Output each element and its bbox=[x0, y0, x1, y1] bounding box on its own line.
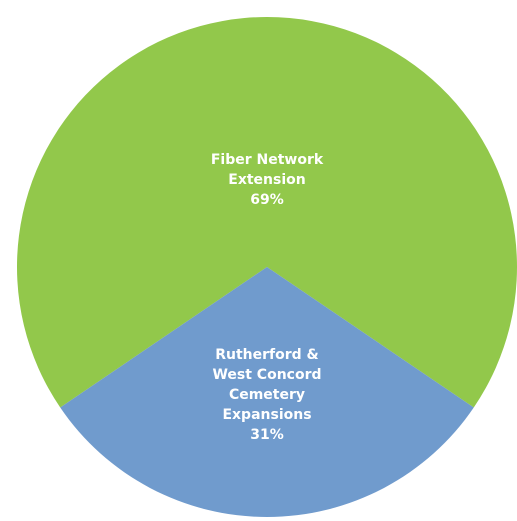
pie-slice-label-line: West Concord bbox=[212, 367, 321, 383]
pie-slices bbox=[17, 16, 517, 517]
pie-slice-label-line: Rutherford & bbox=[215, 347, 319, 363]
pie-data-labels: Fiber Network Extension 69% Rutherford & Wes… bbox=[211, 152, 324, 443]
pie-slice-label-line: Extension bbox=[228, 172, 305, 188]
pie-slice-label-line: Cemetery bbox=[229, 387, 305, 403]
pie-slice-label-line: 31% bbox=[250, 427, 284, 443]
pie-slice-label-line: Fiber Network bbox=[211, 152, 324, 168]
pie-slice-label-1: Rutherford & West Concord Cemetery Expansio… bbox=[212, 347, 321, 443]
pie-slice-0 bbox=[17, 16, 517, 408]
pie-slice-label-line: 69% bbox=[250, 192, 284, 208]
pie-slice-1 bbox=[60, 267, 474, 517]
pie-slice-label-line: Expansions bbox=[222, 407, 311, 423]
pie-slice-label-0: Fiber Network Extension 69% bbox=[211, 152, 324, 208]
